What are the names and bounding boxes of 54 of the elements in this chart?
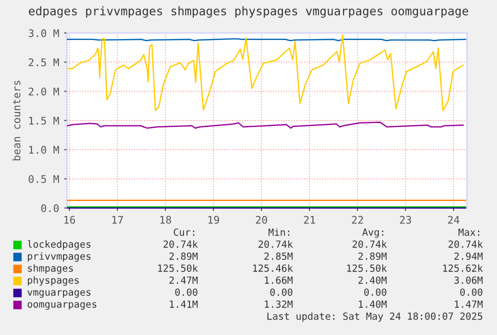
x-tick-label: 24: [448, 216, 460, 224]
legend-label: privvmpages: [28, 252, 90, 262]
legend-label: vmguarpages: [27, 290, 90, 298]
text: 20.74k: [352, 240, 387, 248]
text: 1.40M: [358, 300, 387, 308]
text: Cur:: [174, 228, 194, 236]
text: 125.46k: [253, 264, 293, 272]
text: 2.94M: [454, 252, 483, 260]
text: 0.00: [364, 288, 386, 296]
text: Last update: Sat May 24 18:00:07 2025: [267, 312, 482, 322]
text: 1.32M: [264, 300, 293, 308]
text: 125.50k: [158, 264, 198, 272]
text: 0.00: [175, 288, 198, 296]
text: Max:: [458, 228, 480, 236]
text: 0.00: [270, 288, 292, 296]
text: 2.47M: [169, 276, 198, 284]
x-tick-label: 20: [256, 216, 268, 224]
y-tick-label: 2.5 M: [28, 58, 59, 66]
text: 125.62k: [443, 264, 483, 272]
legend-label: oomguarpages: [28, 302, 96, 310]
text: 1.41M: [170, 300, 198, 308]
line-series: [66, 34, 464, 112]
x-tick-label: 22: [352, 216, 363, 224]
text: Min:: [268, 228, 290, 236]
text: 20.74k: [164, 240, 198, 248]
text: 2.85M: [264, 252, 293, 260]
chart-title: edpages privvmpages shmpages physpages vmguarpages oomguarpage: [28, 6, 468, 18]
text: 20.74k: [448, 240, 483, 248]
text: 20.74k: [258, 240, 293, 248]
legend-label: lockedpages: [28, 240, 90, 250]
text: Avg:: [362, 228, 384, 238]
text: 2.89M: [169, 252, 198, 260]
y-tick-label: 0.5 M: [28, 175, 59, 183]
y-tick-label: 1.0 M: [29, 146, 59, 154]
text: 1.66M: [264, 276, 293, 284]
x-tick-label: 16: [64, 216, 75, 224]
text: 125.50k: [347, 264, 387, 272]
text: 1.47M: [454, 300, 483, 308]
legend-label: shmpages: [28, 264, 73, 274]
legend-label: physpages: [28, 276, 79, 286]
text: 0.00: [460, 288, 482, 296]
y-tick-label: 3.0 M: [28, 29, 59, 38]
y-axis-title: bean counters: [12, 80, 20, 160]
y-tick-label: 0.0: [41, 204, 59, 212]
x-tick-label: 18: [160, 216, 172, 224]
x-tick-label: 23: [400, 216, 412, 224]
text: 2.40M: [358, 276, 387, 284]
text: 2.89M: [358, 252, 387, 260]
text: 3.06M: [454, 276, 483, 284]
y-tick-label: 1.5 M: [29, 116, 59, 125]
y-tick-label: 2.0 M: [28, 88, 59, 96]
x-tick-label: 19: [208, 216, 220, 224]
x-tick-label: 21: [304, 216, 316, 224]
x-tick-label: 17: [112, 216, 123, 224]
